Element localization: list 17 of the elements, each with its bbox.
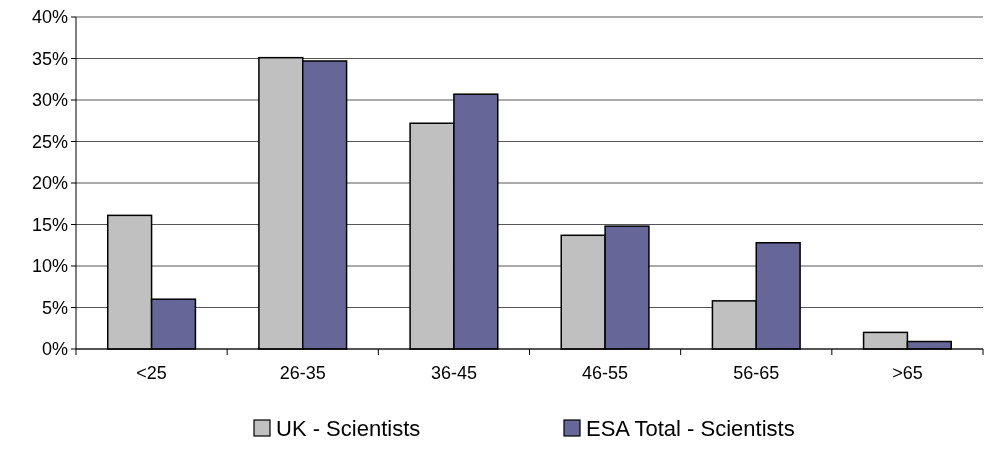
y-tick-label: 30% (31, 90, 68, 111)
x-tick-label: 56-65 (733, 363, 780, 383)
x-tick-label: 46-55 (582, 363, 629, 383)
y-tick-label: 0% (41, 339, 68, 360)
x-tick-label: 26-35 (279, 363, 326, 383)
y-tick-label: 15% (31, 214, 68, 235)
y-tick-label: 10% (31, 256, 68, 277)
y-tick-label: 25% (31, 131, 68, 152)
legend-label: UK - Scientists (276, 415, 421, 441)
y-tick-label: 35% (31, 48, 68, 69)
x-tick-label: 36-45 (430, 363, 477, 383)
x-tick-label: <25 (136, 363, 167, 383)
y-tick-label: 40% (31, 7, 68, 28)
y-tick-label: 5% (41, 297, 68, 318)
y-tick-label: 20% (31, 173, 68, 194)
x-tick-label: >65 (892, 363, 923, 383)
legend-label: ESA Total - Scientists (586, 415, 795, 441)
